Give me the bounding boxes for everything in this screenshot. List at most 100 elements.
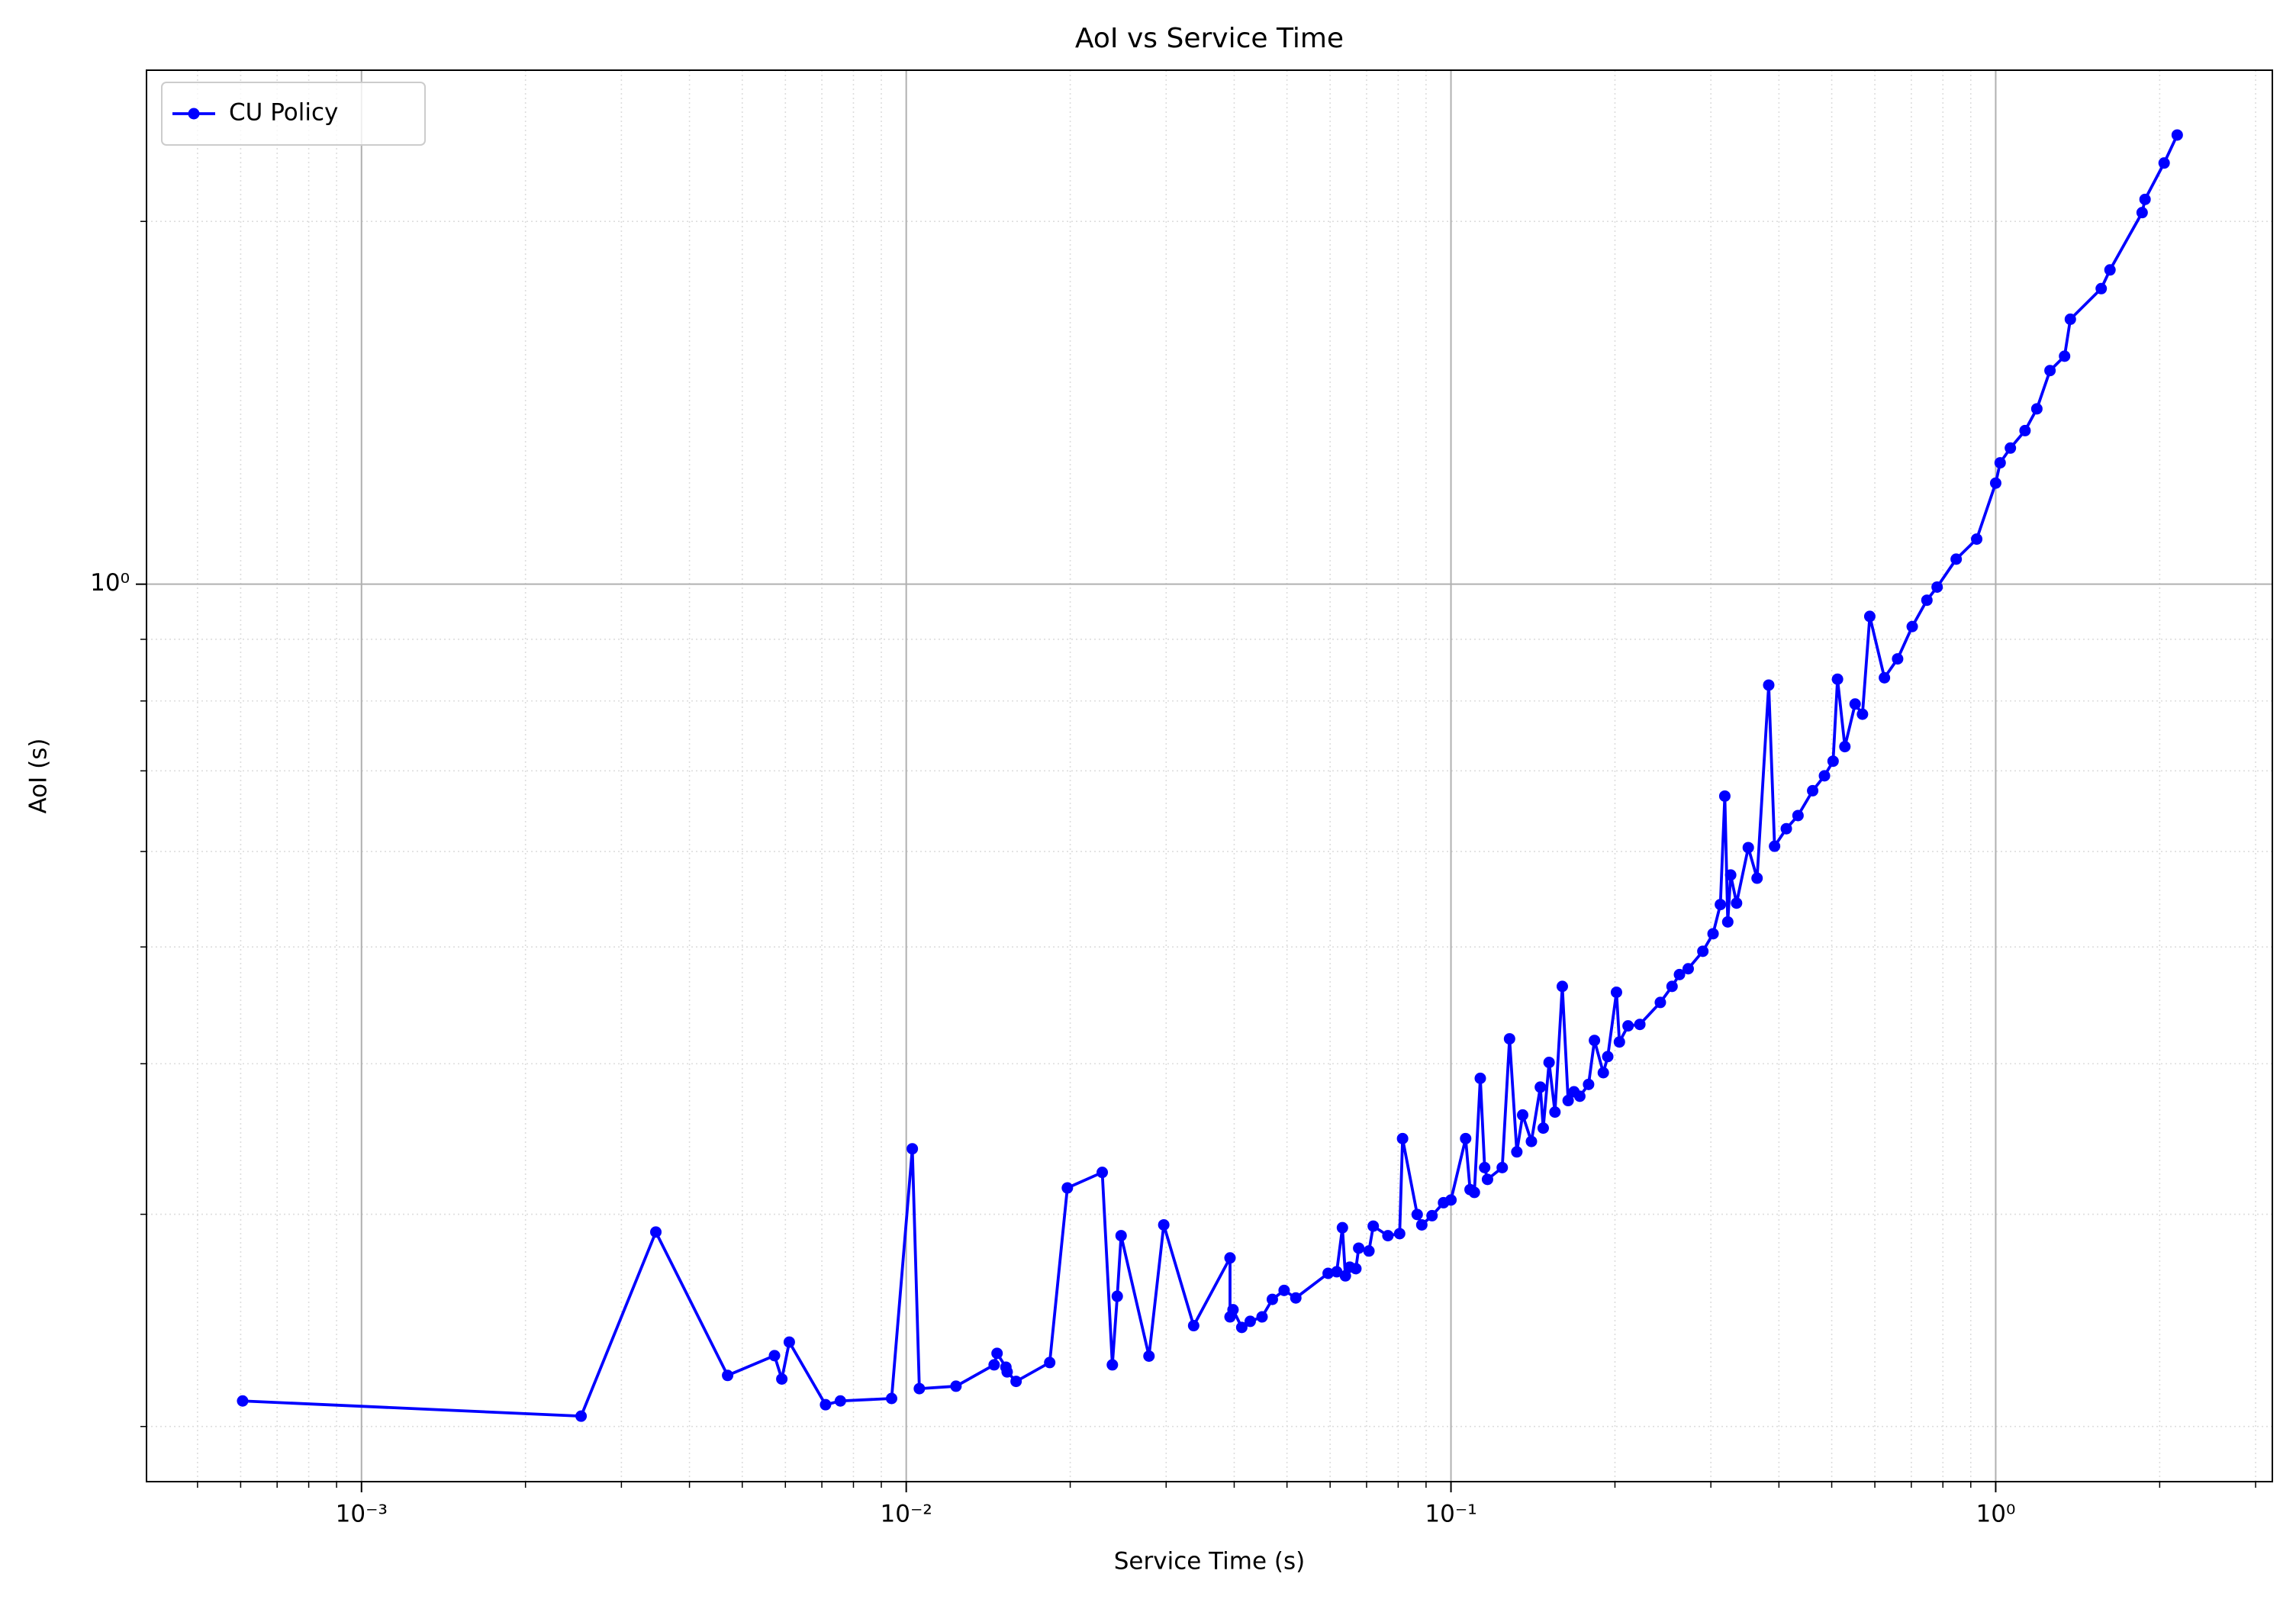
data-point — [1602, 1051, 1614, 1063]
data-point — [1849, 698, 1861, 710]
data-point — [1597, 1067, 1609, 1079]
data-point — [2158, 157, 2170, 169]
data-point — [1350, 1263, 1362, 1275]
data-point — [1839, 741, 1851, 753]
data-point — [1474, 1072, 1486, 1084]
data-point — [1061, 1182, 1074, 1194]
series-line — [242, 134, 2179, 1418]
data-point — [1382, 1230, 1394, 1242]
data-point — [1481, 1173, 1493, 1186]
data-point — [1256, 1311, 1268, 1323]
data-point — [1634, 1019, 1646, 1031]
y-axis-label: AoI (s) — [25, 739, 53, 814]
data-point — [1724, 869, 1737, 881]
data-point — [1562, 1095, 1574, 1107]
data-point — [2064, 313, 2076, 325]
data-point — [1511, 1146, 1523, 1158]
data-point — [1792, 809, 1804, 822]
data-point — [1517, 1109, 1529, 1121]
data-point — [2139, 193, 2151, 205]
data-point — [776, 1373, 788, 1385]
data-point — [1353, 1242, 1365, 1254]
data-point — [1044, 1357, 1056, 1369]
data-point — [1001, 1366, 1013, 1378]
data-point — [1503, 1033, 1515, 1045]
data-point — [1707, 928, 1719, 940]
data-point — [991, 1347, 1003, 1360]
data-point — [1583, 1078, 1595, 1090]
data-point — [1971, 533, 1983, 546]
data-point — [1290, 1292, 1302, 1304]
data-point — [1950, 553, 1963, 565]
data-point — [1818, 770, 1831, 782]
data-point — [950, 1380, 962, 1392]
legend-label: CU Policy — [229, 99, 338, 127]
data-point — [1543, 1057, 1555, 1069]
legend-box — [161, 82, 426, 146]
data-point — [1863, 610, 1876, 623]
data-point — [1339, 1270, 1351, 1282]
data-point — [1479, 1161, 1491, 1173]
data-point — [885, 1392, 897, 1405]
data-point — [1537, 1122, 1549, 1134]
data-point — [1763, 679, 1775, 691]
data-point — [1111, 1290, 1123, 1302]
data-point — [1682, 963, 1694, 975]
data-point — [1158, 1218, 1170, 1231]
data-point — [2019, 424, 2031, 436]
data-point — [1227, 1304, 1239, 1316]
data-point — [1589, 1035, 1601, 1047]
legend-marker — [188, 108, 200, 120]
plot-frame — [146, 69, 2273, 1482]
data-point — [1610, 986, 1622, 999]
data-point — [1994, 457, 2006, 469]
data-point — [988, 1359, 1000, 1371]
data-point — [1673, 968, 1686, 980]
data-point — [2104, 264, 2116, 276]
data-point — [1525, 1135, 1538, 1147]
data-point — [1426, 1209, 1438, 1221]
data-point — [2059, 350, 2071, 362]
data-point — [1106, 1359, 1119, 1371]
data-point — [1718, 790, 1731, 802]
data-point — [906, 1143, 919, 1155]
data-point — [768, 1350, 781, 1362]
data-point — [1143, 1350, 1155, 1362]
data-point — [1721, 916, 1734, 928]
data-point — [1573, 1090, 1586, 1102]
data-point — [575, 1410, 588, 1422]
data-point — [1224, 1252, 1236, 1264]
data-point — [1613, 1036, 1625, 1048]
data-point — [1697, 945, 1709, 957]
data-point — [1367, 1220, 1380, 1232]
data-point — [913, 1382, 926, 1395]
data-point — [1921, 594, 1933, 607]
data-point — [1879, 671, 1891, 684]
data-point — [1831, 673, 1844, 685]
data-point — [722, 1369, 734, 1382]
data-point — [1468, 1186, 1480, 1199]
data-point — [1278, 1284, 1290, 1296]
data-point — [1769, 840, 1781, 852]
data-point — [2005, 442, 2017, 454]
data-point — [1534, 1081, 1547, 1093]
legend: CU Policy — [161, 82, 426, 146]
data-point — [1266, 1293, 1278, 1305]
data-point — [1556, 980, 1568, 993]
data-point — [1742, 842, 1754, 854]
data-point — [1931, 581, 1943, 593]
data-point — [1187, 1320, 1200, 1332]
data-point — [820, 1398, 832, 1411]
data-point — [2030, 403, 2043, 415]
data-point — [2136, 207, 2148, 219]
data-point — [1496, 1161, 1509, 1173]
data-point — [2095, 282, 2108, 294]
data-point — [1322, 1267, 1335, 1279]
x-tick-label: 10⁻³ — [336, 1501, 388, 1528]
x-tick-label: 10⁰ — [1976, 1501, 2016, 1528]
data-point — [1856, 708, 1869, 720]
x-axis-label: Service Time (s) — [1114, 1548, 1305, 1575]
data-point — [1715, 899, 1727, 911]
data-point — [1989, 477, 2001, 489]
